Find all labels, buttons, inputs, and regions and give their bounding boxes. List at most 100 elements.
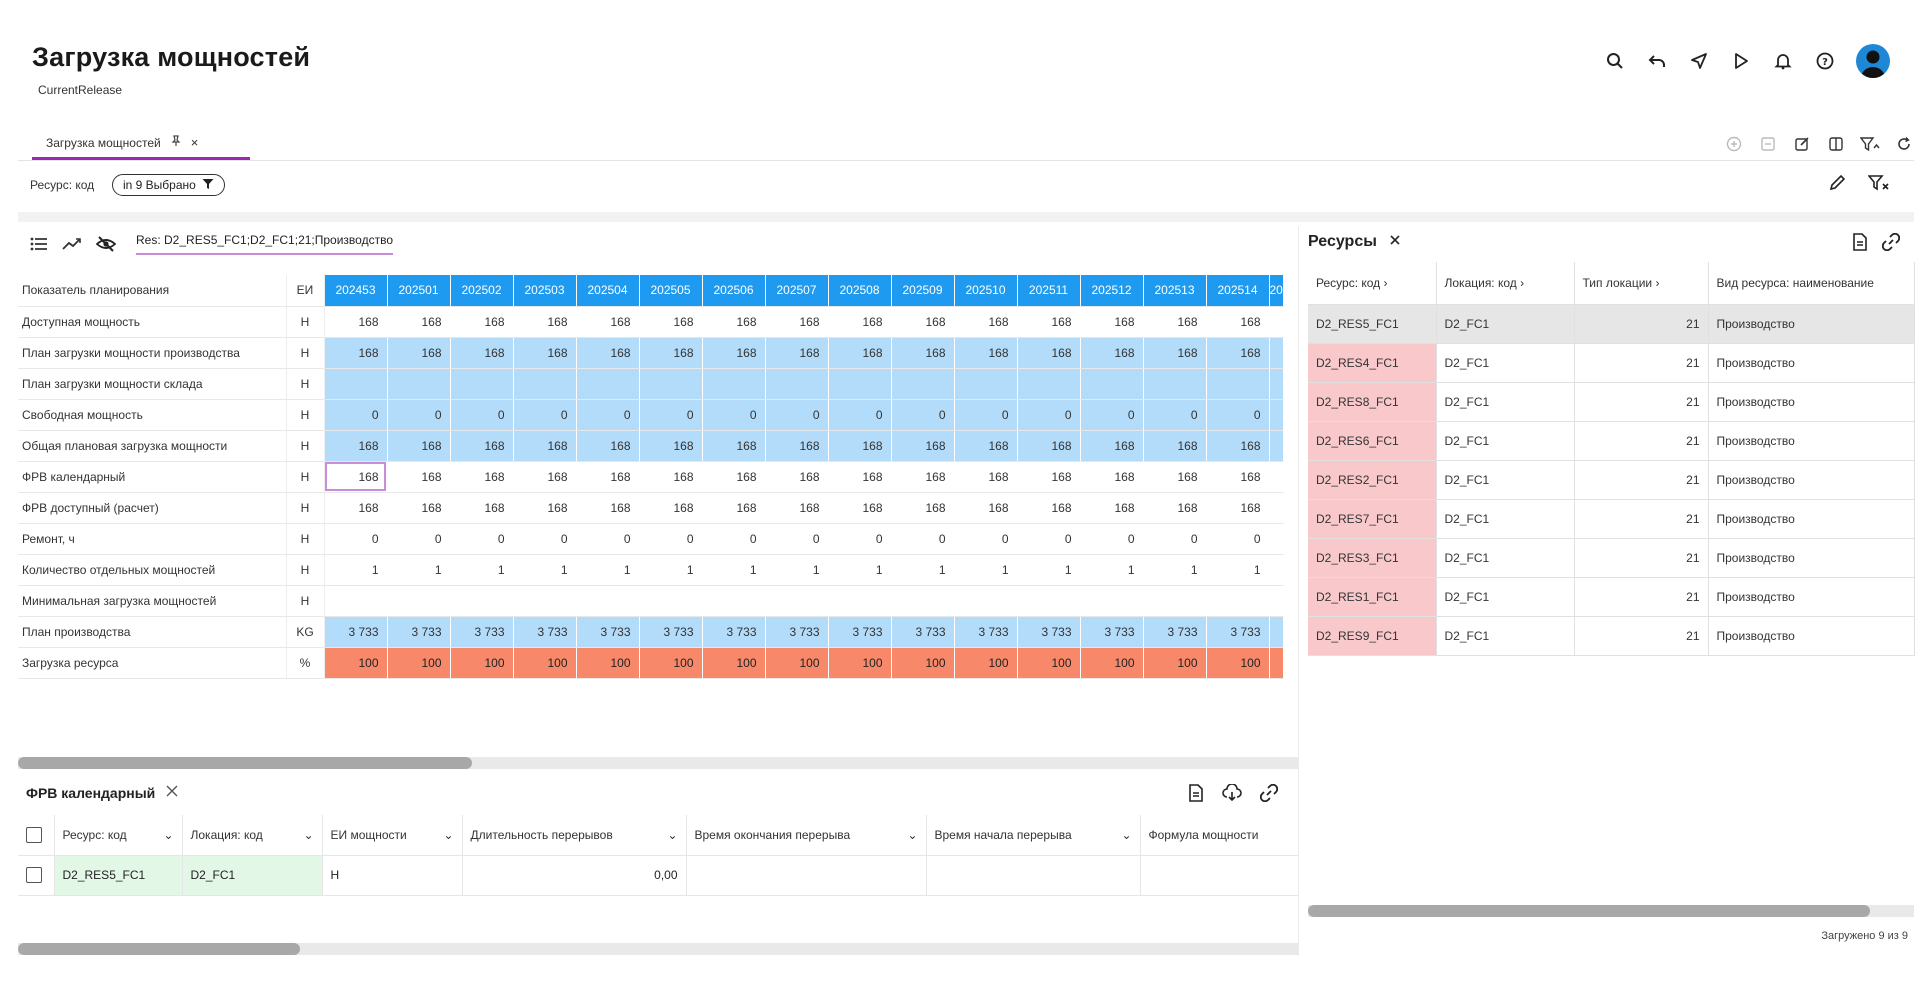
cell-location-type[interactable]: 21 (1574, 460, 1709, 500)
column-header[interactable]: Время начала перерыва ⌄ (926, 815, 1141, 856)
value-cell[interactable]: 0 (702, 399, 766, 431)
value-cell[interactable]: 168 (765, 430, 829, 462)
cell-resource-code[interactable]: D2_RES1_FC1 (1308, 577, 1437, 617)
value-cell[interactable] (1206, 585, 1270, 617)
value-cell[interactable] (387, 368, 451, 400)
value-cell[interactable]: 100 (828, 647, 892, 679)
value-cell[interactable]: 0 (513, 399, 577, 431)
cell-location-type[interactable]: 21 (1574, 577, 1709, 617)
table-row[interactable]: D2_RES5_FC1 D2_FC1 21 Производство (1308, 304, 1915, 344)
search-icon[interactable] (1604, 50, 1626, 72)
value-cell[interactable] (828, 585, 892, 617)
row-select-cell[interactable] (18, 855, 55, 896)
value-cell[interactable]: 168 (387, 337, 451, 369)
value-cell[interactable]: 0 (513, 523, 577, 555)
pencil-icon[interactable] (1828, 174, 1846, 197)
value-cell[interactable]: 168 (639, 337, 703, 369)
chevron-down-icon[interactable]: ⌄ (163, 827, 174, 842)
value-cell[interactable]: 168 (1080, 492, 1144, 524)
value-cell[interactable]: 100 (702, 647, 766, 679)
value-cell[interactable]: 168 (450, 492, 514, 524)
value-cell[interactable]: 168 (639, 430, 703, 462)
cell-location-type[interactable]: 21 (1574, 421, 1709, 461)
value-cell[interactable]: 100 (324, 647, 388, 679)
value-cell[interactable]: 100 (1017, 647, 1081, 679)
value-cell[interactable]: 168 (324, 430, 388, 462)
value-cell[interactable]: 168 (1143, 492, 1207, 524)
cell-resource-kind[interactable]: Производство (1708, 499, 1915, 539)
value-cell[interactable]: 168 (828, 337, 892, 369)
value-cell-partial[interactable] (1269, 554, 1284, 586)
value-cell[interactable]: 168 (1206, 461, 1270, 493)
value-cell[interactable] (1017, 368, 1081, 400)
value-cell[interactable]: 168 (702, 430, 766, 462)
resources-scrollbar[interactable] (1308, 905, 1914, 917)
avatar[interactable] (1856, 44, 1890, 78)
value-cell[interactable]: 3 733 (1206, 616, 1270, 648)
value-cell[interactable]: 168 (450, 430, 514, 462)
value-cell-partial[interactable] (1269, 492, 1284, 524)
value-cell[interactable]: 0 (576, 399, 640, 431)
value-cell[interactable] (576, 585, 640, 617)
value-cell[interactable]: 168 (639, 492, 703, 524)
value-cell[interactable]: 168 (891, 492, 955, 524)
value-cell[interactable]: 0 (702, 523, 766, 555)
value-cell[interactable]: 0 (1017, 523, 1081, 555)
value-cell[interactable]: 168 (639, 306, 703, 338)
filter-chip[interactable]: in 9 Выбрано (112, 174, 225, 196)
breaks-scrollbar-thumb[interactable] (18, 943, 300, 955)
value-cell[interactable]: 0 (387, 523, 451, 555)
cell-resource-kind[interactable]: Производство (1708, 616, 1915, 656)
value-cell[interactable]: 0 (387, 399, 451, 431)
value-cell[interactable]: 3 733 (765, 616, 829, 648)
value-cell[interactable]: 3 733 (513, 616, 577, 648)
value-cell[interactable]: 1 (954, 554, 1018, 586)
value-cell[interactable]: 168 (1017, 430, 1081, 462)
table-row[interactable]: D2_RES4_FC1 D2_FC1 21 Производство (1308, 343, 1915, 383)
cell-resource-code[interactable]: D2_RES7_FC1 (1308, 499, 1437, 539)
chevron-down-icon[interactable]: ⌄ (1121, 827, 1132, 842)
value-cell[interactable] (1080, 585, 1144, 617)
cell-resource-code[interactable]: D2_RES5_FC1 (54, 855, 183, 896)
value-cell[interactable]: 168 (828, 492, 892, 524)
value-cell-partial[interactable] (1269, 647, 1284, 679)
value-cell[interactable] (450, 585, 514, 617)
value-cell[interactable]: 100 (387, 647, 451, 679)
value-cell[interactable]: 168 (1080, 306, 1144, 338)
cell-resource-code[interactable]: D2_RES3_FC1 (1308, 538, 1437, 578)
value-cell[interactable]: 168 (954, 492, 1018, 524)
value-cell[interactable]: 168 (1206, 492, 1270, 524)
value-cell[interactable]: 168 (450, 337, 514, 369)
value-cell[interactable] (1080, 368, 1144, 400)
value-cell[interactable]: 100 (1080, 647, 1144, 679)
cell-resource-kind[interactable]: Производство (1708, 460, 1915, 500)
value-cell[interactable]: 1 (702, 554, 766, 586)
cell-location-type[interactable]: 21 (1574, 343, 1709, 383)
pin-icon[interactable] (171, 135, 181, 150)
period-header[interactable]: 202507 (765, 275, 829, 307)
value-cell[interactable]: 3 733 (954, 616, 1018, 648)
value-cell[interactable]: 168 (1206, 306, 1270, 338)
value-cell[interactable] (954, 585, 1018, 617)
value-cell[interactable]: 168 (639, 461, 703, 493)
period-header[interactable]: 202502 (450, 275, 514, 307)
chevron-down-icon[interactable]: ⌄ (907, 827, 918, 842)
period-header[interactable]: 202501 (387, 275, 451, 307)
value-cell[interactable] (513, 368, 577, 400)
value-cell[interactable]: 1 (765, 554, 829, 586)
value-cell[interactable]: 168 (1017, 492, 1081, 524)
value-cell[interactable]: 168 (1080, 337, 1144, 369)
resource-context-label[interactable]: Res: D2_RES5_FC1;D2_FC1;21;Производство (136, 233, 393, 255)
value-cell[interactable]: 0 (1206, 523, 1270, 555)
value-cell[interactable]: 168 (387, 492, 451, 524)
value-cell[interactable]: 168 (828, 461, 892, 493)
value-cell[interactable]: 1 (1143, 554, 1207, 586)
table-row[interactable]: D2_RES7_FC1 D2_FC1 21 Производство (1308, 499, 1915, 539)
minus-box-icon[interactable] (1758, 134, 1778, 154)
chevron-down-icon[interactable]: ⌄ (443, 827, 454, 842)
table-row[interactable]: D2_RES2_FC1 D2_FC1 21 Производство (1308, 460, 1915, 500)
value-cell[interactable]: 3 733 (1080, 616, 1144, 648)
value-cell[interactable]: 1 (387, 554, 451, 586)
cell-location-type[interactable]: 21 (1574, 382, 1709, 422)
value-cell[interactable]: 0 (1080, 523, 1144, 555)
